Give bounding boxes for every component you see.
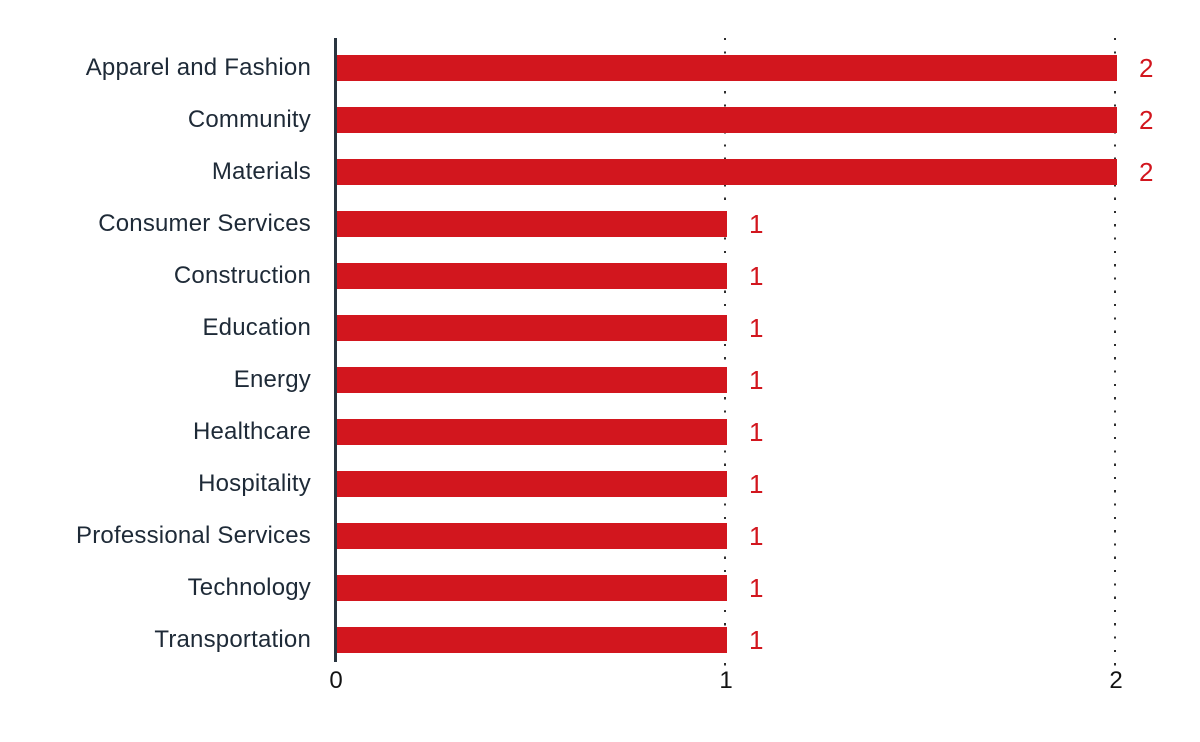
- bar-row: Construction 1: [0, 250, 1200, 302]
- value-label: 1: [749, 521, 764, 551]
- value-label: 1: [749, 365, 764, 395]
- bar-row: Hospitality 1: [0, 458, 1200, 510]
- category-label: Healthcare: [192, 418, 311, 445]
- bar-row: Energy 1: [0, 354, 1200, 406]
- bar-row: Education 1: [0, 302, 1200, 354]
- bar: [337, 471, 727, 497]
- value-label: 1: [749, 261, 764, 291]
- category-label: Hospitality: [198, 470, 311, 497]
- value-label: 1: [749, 313, 764, 343]
- bar: [337, 575, 727, 601]
- gridline-x-1: [724, 38, 726, 666]
- x-tick-label: 1: [719, 667, 733, 694]
- category-label: Materials: [211, 158, 311, 185]
- value-label: 2: [1139, 105, 1154, 135]
- bar: [337, 627, 727, 653]
- category-label: Energy: [233, 366, 311, 393]
- category-label: Professional Services: [76, 522, 311, 549]
- bar-row: Community 2: [0, 94, 1200, 146]
- value-label: 1: [749, 209, 764, 239]
- category-label: Technology: [187, 574, 311, 601]
- category-label: Construction: [173, 262, 311, 289]
- category-label: Education: [202, 314, 311, 341]
- value-label: 1: [749, 573, 764, 603]
- bar: [337, 419, 727, 445]
- bar-row: Materials 2: [0, 146, 1200, 198]
- bar: [337, 315, 727, 341]
- bar: [337, 55, 1117, 81]
- bar-row: Healthcare 1: [0, 406, 1200, 458]
- gridline-x-2: [1114, 38, 1116, 666]
- value-label: 1: [749, 417, 764, 447]
- bar: [337, 107, 1117, 133]
- category-label: Apparel and Fashion: [85, 54, 311, 81]
- y-axis-line: [334, 38, 337, 662]
- x-tick-label: 2: [1109, 667, 1123, 694]
- category-label: Transportation: [154, 626, 311, 653]
- value-label: 1: [749, 625, 764, 655]
- bar: [337, 263, 727, 289]
- bar-row: Transportation 1: [0, 614, 1200, 666]
- bar: [337, 159, 1117, 185]
- value-label: 2: [1139, 53, 1154, 83]
- bar: [337, 367, 727, 393]
- category-label: Community: [187, 106, 311, 133]
- bar-row: Professional Services 1: [0, 510, 1200, 562]
- bar-row: Apparel and Fashion 2: [0, 42, 1200, 94]
- category-label: Consumer Services: [98, 210, 311, 237]
- value-label: 1: [749, 469, 764, 499]
- value-label: 2: [1139, 157, 1154, 187]
- bar: [337, 523, 727, 549]
- bar: [337, 211, 727, 237]
- bar-row: Consumer Services 1: [0, 198, 1200, 250]
- x-tick-label: 0: [329, 667, 343, 694]
- bar-row: Technology 1: [0, 562, 1200, 614]
